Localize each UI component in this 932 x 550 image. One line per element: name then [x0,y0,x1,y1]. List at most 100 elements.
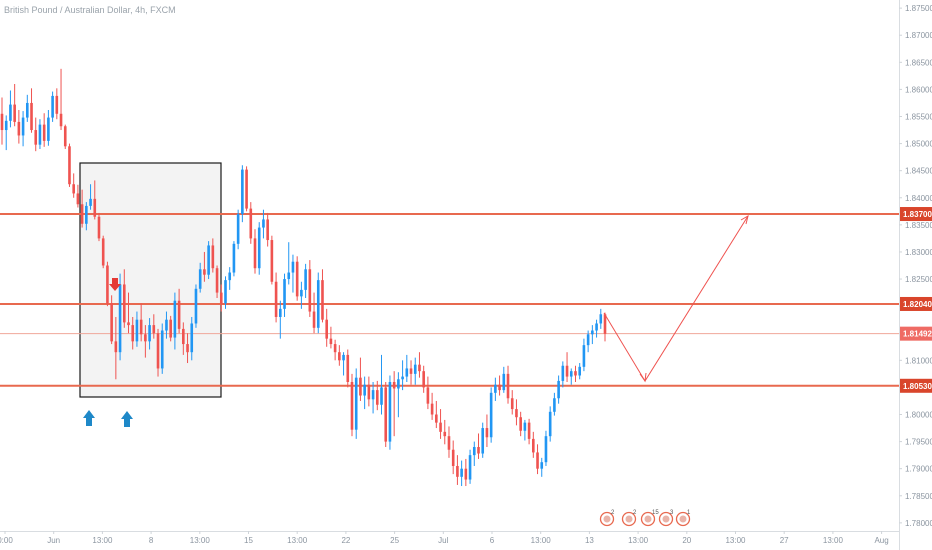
candle-body [165,319,168,331]
x-tick-label: 13 [585,536,594,545]
candle-body [375,390,379,405]
candle-body [472,447,476,456]
candle-body [274,281,278,317]
x-tick-label: 13:00 [628,536,649,545]
candle-body [148,325,151,342]
candle-body [152,325,156,334]
y-tick-label: 1.83000 [905,248,932,257]
candle-body [85,205,88,224]
projection-arrowhead-end [740,214,749,225]
candle-body [515,409,518,418]
candle-body [333,344,337,353]
candle-body [498,384,501,391]
candle-body [464,468,468,480]
candle-body [68,146,71,185]
candle-body [55,95,59,114]
candle-body [101,238,105,266]
candle-body [135,319,139,342]
flag-icon [603,515,611,523]
candle-body [418,364,421,372]
x-tick-label: 6 [490,536,495,545]
candle-body [561,365,565,381]
y-tick-label: 1.86500 [905,58,932,67]
y-tick-label: 1.78500 [905,492,932,501]
candle-body [426,387,430,404]
candle-body [253,238,257,269]
candle-body [536,452,539,469]
y-tick-label: 1.87500 [905,4,932,13]
candle-body [139,319,143,335]
candle-body [241,169,244,215]
economic-event-count: 2 [611,510,615,516]
candle-body [80,204,84,224]
candle-body [481,428,485,454]
x-tick-label: 8 [149,536,154,545]
candle-body [316,280,320,328]
candle-body [401,376,404,380]
candle-body [190,323,194,353]
candle-body [388,381,392,442]
x-tick-label: 25 [390,536,399,545]
y-tick-label: 1.78000 [905,519,932,528]
x-tick-label: Jun [47,536,60,545]
candle-body [97,216,101,239]
candle-body [413,364,417,374]
levels-layer [0,213,899,387]
candle-body [502,373,506,391]
candle-body [42,124,46,141]
candle-body [494,384,497,393]
candle-body [219,292,223,304]
price-badge [900,207,932,222]
price-badge-label: 1.81492 [903,330,932,339]
price-badge-label: 1.83700 [903,210,932,219]
candle-body [76,193,80,205]
economic-event-count: 15 [652,510,659,516]
buy-arrow-icon [83,410,95,426]
candle-body [435,414,438,423]
economic-event-count: 3 [670,510,674,516]
candle-body [72,184,75,194]
y-tick-label: 1.84000 [905,194,932,203]
candle-body [392,381,396,389]
price-badge-label: 1.82040 [903,300,932,309]
candle-body [182,328,185,345]
candle-body [451,449,455,466]
candle-body [397,379,400,389]
candle-body [405,368,409,377]
time-axis[interactable]: 0:00 Jun 13:00 8 13:00 15 13:00 22 25 Jul 6 13:00 13… [0,531,889,545]
candle-body [279,308,282,317]
candle-body [63,126,67,147]
candle-body [160,330,164,369]
candle-body [236,214,240,244]
y-tick-label: 1.85000 [905,140,932,149]
candle-body [47,117,50,141]
candle-body [228,272,232,281]
price-badge [900,296,932,311]
candle-body [354,377,358,430]
candle-body [422,371,425,388]
y-tick-label: 1.81000 [905,356,932,365]
x-tick-label: 20 [682,536,691,545]
candle-body [553,398,556,412]
candle-body [211,245,215,269]
x-tick-label: Jul [438,536,448,545]
candle-body [131,325,135,342]
candle-body [325,319,328,339]
economic-events[interactable]: 2 2 15 3 1 [599,510,692,527]
price-axis[interactable]: 1.87500 1.87000 1.86500 1.86000 1.85500 1.850… [899,4,932,528]
y-tick-label: 1.86000 [905,85,932,94]
candle-body [245,169,248,209]
candle-body [203,269,206,275]
candle-body [186,344,189,353]
candle-body [591,330,594,335]
candle-body [38,124,42,145]
candle-body [266,219,269,241]
candle-body [565,365,569,377]
candle-body [338,352,341,361]
y-tick-label: 1.84500 [905,167,932,176]
candle-body [295,261,299,297]
candle-body [489,392,493,438]
x-tick-label: 27 [780,536,789,545]
